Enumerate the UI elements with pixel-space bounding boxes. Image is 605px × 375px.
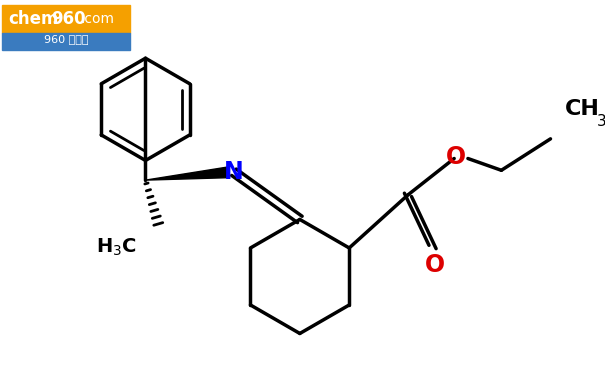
Text: 960: 960 [51,10,86,28]
Text: O: O [446,144,466,168]
Text: N: N [224,160,244,184]
Bar [2,5,129,33]
Text: H$_3$C: H$_3$C [96,236,137,258]
Bar [2,33,129,50]
Text: 960 化工网: 960 化工网 [44,34,88,44]
Text: chem: chem [8,10,58,28]
Text: CH: CH [565,99,600,119]
Text: .com: .com [80,12,114,26]
Polygon shape [145,167,229,180]
Text: O: O [425,253,445,277]
Text: 3: 3 [597,114,605,129]
